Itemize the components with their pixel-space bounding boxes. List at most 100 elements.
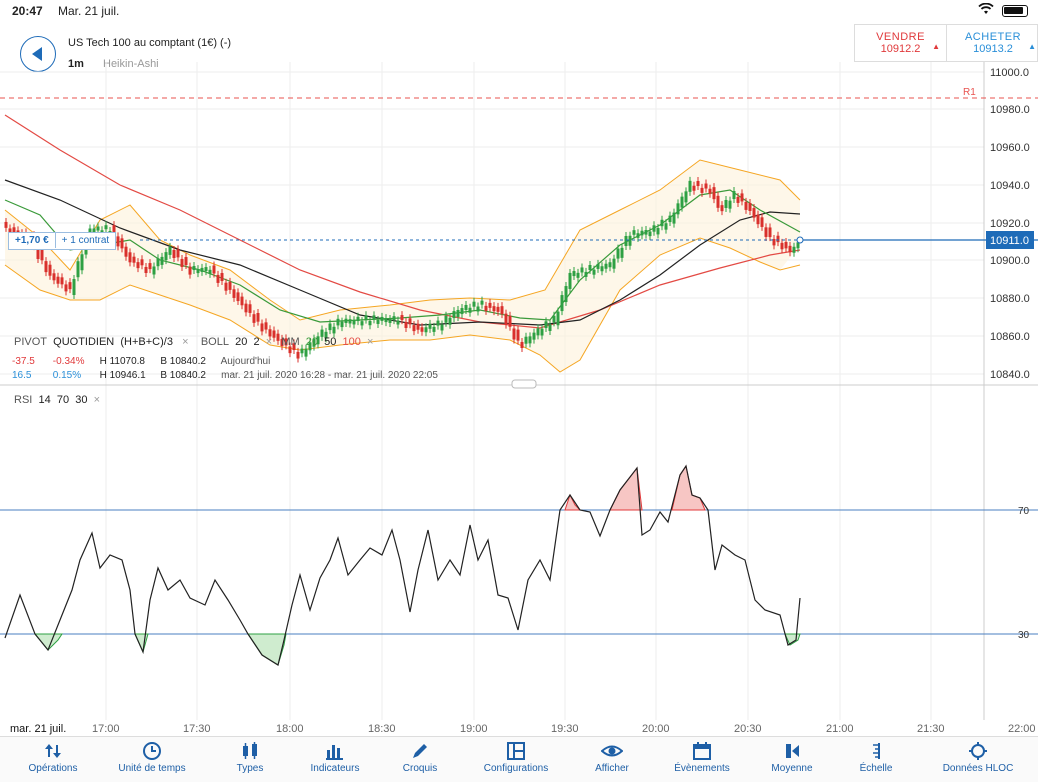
- candle: [56, 276, 60, 284]
- time-tick-label: 19:30: [551, 723, 579, 735]
- tab-average[interactable]: Moyenne: [764, 741, 820, 774]
- rsi-level-70-label: 70: [1018, 506, 1030, 517]
- candle: [560, 295, 564, 312]
- bollinger-lower-line: [4, 237, 801, 373]
- candle: [200, 267, 204, 272]
- candle: [692, 185, 696, 191]
- bars-icon: [326, 745, 343, 760]
- battery-icon: [1002, 5, 1028, 17]
- candle: [792, 246, 796, 253]
- candle: [532, 332, 536, 340]
- candle: [52, 273, 56, 281]
- pivot-close-icon[interactable]: ×: [182, 336, 189, 348]
- candle: [740, 193, 744, 202]
- candle: [444, 315, 448, 323]
- candle: [656, 228, 660, 235]
- candle: [292, 343, 296, 351]
- candle: [416, 323, 420, 330]
- candle: [616, 248, 620, 259]
- candle: [156, 258, 160, 267]
- trade-box: VENDRE 10912.2 ▲ ACHETER 10913.2 ▲: [854, 24, 1038, 62]
- price-chart[interactable]: R1 11000.0 10980.0 10960.0 10940.0 10920.0 10…: [0, 62, 1038, 736]
- layout-icon: [507, 742, 525, 760]
- buy-label: ACHETER: [964, 31, 1022, 43]
- tab-indicators[interactable]: Indicateurs: [304, 741, 366, 774]
- candle: [456, 309, 460, 317]
- tab-label: Croquis: [402, 763, 438, 774]
- tab-sketches[interactable]: Croquis: [394, 741, 446, 774]
- tab-operations[interactable]: Opérations: [24, 741, 82, 774]
- tab-display[interactable]: Afficher: [588, 741, 636, 774]
- candle: [216, 274, 220, 283]
- tab-scale[interactable]: Échelle: [852, 741, 900, 774]
- mm-close-icon[interactable]: ×: [367, 336, 374, 348]
- candle: [336, 318, 340, 326]
- candle: [720, 205, 724, 212]
- candle: [480, 300, 484, 305]
- price-tick-label: 10880.0: [990, 293, 1030, 305]
- candle: [764, 227, 768, 237]
- candle: [64, 284, 68, 292]
- r1-label: R1: [963, 87, 976, 98]
- candle: [168, 246, 172, 255]
- candle: [388, 318, 392, 323]
- candle: [296, 351, 300, 359]
- candle: [500, 306, 504, 315]
- candle: [564, 286, 568, 303]
- candle: [460, 308, 464, 315]
- rsi-p1: 14: [38, 394, 51, 406]
- candle: [612, 258, 616, 269]
- candle: [508, 315, 512, 327]
- candle: [448, 317, 452, 325]
- pivot-label[interactable]: PIVOT: [14, 336, 48, 348]
- triangle-up-icon: ▲: [1028, 42, 1036, 51]
- candle: [636, 233, 640, 238]
- candle: [668, 215, 672, 223]
- time-tick-label: 18:00: [276, 723, 304, 735]
- eye-icon: [601, 745, 623, 757]
- boll-label[interactable]: BOLL: [200, 336, 229, 348]
- rsi-close-icon[interactable]: ×: [93, 394, 101, 406]
- candle: [124, 246, 128, 257]
- candle: [284, 338, 288, 346]
- candle: [376, 319, 380, 324]
- mm-p2: 50: [324, 336, 337, 348]
- candle: [724, 199, 728, 208]
- tab-types[interactable]: Types: [225, 741, 275, 774]
- position-tag[interactable]: +1,70 € + 1 contrat: [8, 232, 117, 250]
- rsi-oversold-fill: [33, 633, 801, 666]
- candle: [404, 321, 408, 328]
- candle: [536, 328, 540, 336]
- mm-label[interactable]: MM: [281, 336, 300, 348]
- instrument-name: US Tech 100 au comptant (1€) (-): [68, 37, 232, 49]
- candle: [332, 326, 336, 334]
- candle: [728, 200, 732, 209]
- candle: [120, 238, 124, 249]
- pane-resize-handle[interactable]: [511, 379, 537, 389]
- candle: [228, 281, 232, 290]
- chart-type-label[interactable]: Heikin-Ashi: [103, 58, 159, 70]
- tab-events[interactable]: Évènements: [668, 741, 736, 774]
- tab-hloc-data[interactable]: Données HLOC: [936, 741, 1020, 774]
- buy-button[interactable]: ACHETER 10913.2 ▲: [948, 25, 1038, 61]
- price-tick-label: 10860.0: [990, 331, 1030, 343]
- ma100-line: [4, 114, 801, 329]
- tab-configurations[interactable]: Configurations: [478, 741, 554, 774]
- candle: [352, 320, 356, 325]
- tab-label: Indicateurs: [310, 763, 360, 774]
- candle: [220, 273, 224, 282]
- candles: [4, 176, 800, 363]
- time-tick-label: 20:00: [642, 723, 670, 735]
- candle: [568, 272, 572, 289]
- candle: [144, 266, 148, 273]
- tab-label: Types: [236, 763, 264, 774]
- candle: [596, 263, 600, 269]
- timeframe-label[interactable]: 1m: [68, 58, 84, 70]
- sell-button[interactable]: VENDRE 10912.2 ▲: [855, 25, 947, 61]
- tab-time-unit[interactable]: Unité de temps: [110, 741, 194, 774]
- boll-close-icon[interactable]: ×: [265, 336, 273, 348]
- rsi-label[interactable]: RSI: [14, 394, 33, 406]
- tab-label: Échelle: [859, 763, 893, 774]
- time-tick-label: 21:30: [917, 723, 945, 735]
- candle: [280, 338, 284, 347]
